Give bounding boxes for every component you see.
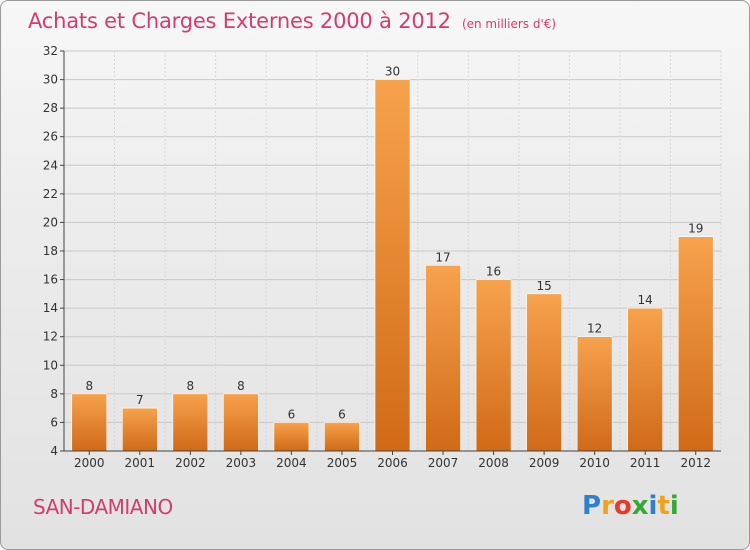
x-tick-label-2004: 2004 bbox=[276, 456, 307, 470]
y-tick-label: 26 bbox=[43, 130, 58, 144]
y-tick-label: 28 bbox=[43, 101, 58, 115]
chart-subtitle: (en milliers d'€) bbox=[461, 17, 557, 31]
y-tick-label: 6 bbox=[50, 415, 58, 429]
data-label-2000: 8 bbox=[85, 379, 93, 393]
y-tick-label: 30 bbox=[43, 73, 58, 87]
data-label-2009: 15 bbox=[536, 279, 551, 293]
x-tick-label-2002: 2002 bbox=[175, 456, 206, 470]
bar-2004 bbox=[273, 422, 310, 452]
data-label-2005: 6 bbox=[338, 407, 346, 421]
bar-2003 bbox=[223, 393, 259, 452]
data-label-2007: 17 bbox=[435, 250, 450, 264]
logo-letter: x bbox=[631, 491, 649, 521]
data-label-2006: 30 bbox=[385, 65, 400, 79]
x-tick-label-2006: 2006 bbox=[377, 456, 408, 470]
bar-2012 bbox=[677, 236, 714, 452]
x-tick-label-2005: 2005 bbox=[327, 456, 358, 470]
bar-2001 bbox=[122, 407, 158, 452]
x-tick-label-2000: 2000 bbox=[74, 456, 105, 470]
bar-2007 bbox=[425, 264, 461, 452]
bar-2005 bbox=[324, 422, 360, 452]
logo-letter: r bbox=[601, 491, 614, 521]
data-label-2001: 7 bbox=[136, 393, 144, 407]
x-tick-label-2003: 2003 bbox=[226, 456, 257, 470]
y-tick-label: 14 bbox=[43, 301, 58, 315]
data-label-2003: 8 bbox=[237, 379, 245, 393]
data-label-2002: 8 bbox=[187, 379, 195, 393]
x-tick-label-2012: 2012 bbox=[680, 456, 711, 470]
y-tick-label: 18 bbox=[43, 244, 58, 258]
logo-letter: i bbox=[648, 491, 658, 521]
x-tick-label-2010: 2010 bbox=[579, 456, 610, 470]
bar-2010 bbox=[576, 336, 613, 452]
bar-2006 bbox=[374, 79, 411, 452]
y-tick-label: 22 bbox=[43, 187, 58, 201]
data-label-2012: 19 bbox=[688, 222, 703, 236]
bars: 8 7 8 8 6 6 30 17 16 15 12 14 19 bbox=[71, 65, 714, 452]
chart-title-block: Achats et Charges Externes 2000 à 2012 (… bbox=[28, 9, 556, 33]
proxiti-logo: Proxiti bbox=[582, 491, 679, 521]
y-tick-label: 32 bbox=[43, 44, 58, 58]
logo-letter: i bbox=[669, 491, 679, 521]
data-label-2004: 6 bbox=[288, 407, 296, 421]
y-tick-label: 12 bbox=[43, 330, 58, 344]
data-label-2011: 14 bbox=[638, 293, 653, 307]
y-tick-label: 10 bbox=[43, 358, 58, 372]
y-tick-label: 24 bbox=[43, 158, 58, 172]
y-tick-label: 20 bbox=[43, 215, 58, 229]
y-tick-label: 4 bbox=[50, 444, 58, 458]
x-tick-label-2009: 2009 bbox=[529, 456, 560, 470]
axes: 4 6 8 10 12 14 16 18 20 22 24 26 28 30 32 2000 2001 2002 2… bbox=[43, 44, 721, 470]
y-tick-label: 8 bbox=[50, 387, 58, 401]
bar-2009 bbox=[526, 293, 562, 452]
data-label-2008: 16 bbox=[486, 265, 501, 279]
logo-letter: t bbox=[657, 491, 670, 521]
bar-2011 bbox=[627, 307, 663, 452]
x-tick-label-2007: 2007 bbox=[428, 456, 459, 470]
data-label-2010: 12 bbox=[587, 322, 602, 336]
x-tick-label-2008: 2008 bbox=[478, 456, 509, 470]
y-tick-label: 16 bbox=[43, 273, 58, 287]
bar-2002 bbox=[172, 393, 209, 452]
logo-letter: P bbox=[582, 491, 602, 521]
x-tick-label-2011: 2011 bbox=[630, 456, 661, 470]
place-name: SAN-DAMIANO bbox=[33, 495, 173, 519]
x-tick-label-2001: 2001 bbox=[125, 456, 156, 470]
chart-title: Achats et Charges Externes 2000 à 2012 bbox=[28, 9, 451, 33]
bar-2000 bbox=[71, 393, 108, 452]
bar-2008 bbox=[475, 279, 512, 452]
logo-letter: o bbox=[613, 491, 632, 521]
